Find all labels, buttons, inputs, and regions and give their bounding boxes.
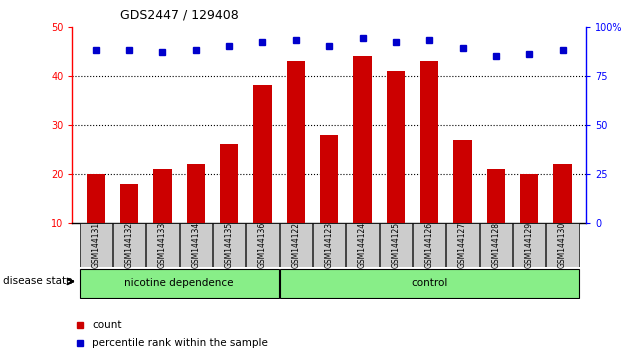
FancyBboxPatch shape bbox=[180, 223, 212, 267]
FancyBboxPatch shape bbox=[446, 223, 479, 267]
FancyBboxPatch shape bbox=[280, 269, 579, 298]
FancyBboxPatch shape bbox=[146, 223, 179, 267]
FancyBboxPatch shape bbox=[113, 223, 146, 267]
Text: GSM144134: GSM144134 bbox=[192, 222, 200, 268]
Bar bbox=[553, 164, 572, 223]
Text: GSM144125: GSM144125 bbox=[391, 222, 400, 268]
Bar bbox=[86, 174, 105, 223]
Text: GSM144135: GSM144135 bbox=[225, 222, 234, 268]
Text: GSM144122: GSM144122 bbox=[291, 222, 301, 268]
Bar bbox=[387, 71, 405, 223]
Text: percentile rank within the sample: percentile rank within the sample bbox=[92, 338, 268, 348]
Bar bbox=[454, 139, 472, 223]
FancyBboxPatch shape bbox=[213, 223, 246, 267]
Text: disease state: disease state bbox=[3, 276, 72, 286]
FancyBboxPatch shape bbox=[79, 223, 112, 267]
FancyBboxPatch shape bbox=[546, 223, 579, 267]
FancyBboxPatch shape bbox=[513, 223, 546, 267]
Text: control: control bbox=[411, 278, 447, 288]
FancyBboxPatch shape bbox=[380, 223, 412, 267]
Bar bbox=[520, 174, 539, 223]
Bar bbox=[420, 61, 438, 223]
Text: GSM144130: GSM144130 bbox=[558, 222, 567, 268]
Bar bbox=[320, 135, 338, 223]
Text: GSM144128: GSM144128 bbox=[491, 222, 500, 268]
Bar bbox=[287, 61, 305, 223]
Bar bbox=[487, 169, 505, 223]
Bar bbox=[353, 56, 372, 223]
FancyBboxPatch shape bbox=[346, 223, 379, 267]
Bar bbox=[186, 164, 205, 223]
Bar bbox=[153, 169, 171, 223]
Text: GSM144132: GSM144132 bbox=[125, 222, 134, 268]
Text: GSM144123: GSM144123 bbox=[324, 222, 334, 268]
FancyBboxPatch shape bbox=[246, 223, 278, 267]
FancyBboxPatch shape bbox=[479, 223, 512, 267]
Text: GSM144129: GSM144129 bbox=[525, 222, 534, 268]
FancyBboxPatch shape bbox=[79, 269, 278, 298]
Text: GSM144133: GSM144133 bbox=[158, 222, 167, 268]
Text: count: count bbox=[92, 320, 122, 330]
Text: nicotine dependence: nicotine dependence bbox=[124, 278, 234, 288]
Text: GSM144124: GSM144124 bbox=[358, 222, 367, 268]
Bar bbox=[220, 144, 238, 223]
Bar bbox=[253, 85, 272, 223]
Text: GSM144131: GSM144131 bbox=[91, 222, 100, 268]
Text: GSM144127: GSM144127 bbox=[458, 222, 467, 268]
FancyBboxPatch shape bbox=[313, 223, 345, 267]
Text: GSM144136: GSM144136 bbox=[258, 222, 267, 268]
FancyBboxPatch shape bbox=[280, 223, 312, 267]
Bar bbox=[120, 184, 139, 223]
Text: GSM144126: GSM144126 bbox=[425, 222, 433, 268]
FancyBboxPatch shape bbox=[413, 223, 445, 267]
Text: GDS2447 / 129408: GDS2447 / 129408 bbox=[120, 9, 238, 22]
